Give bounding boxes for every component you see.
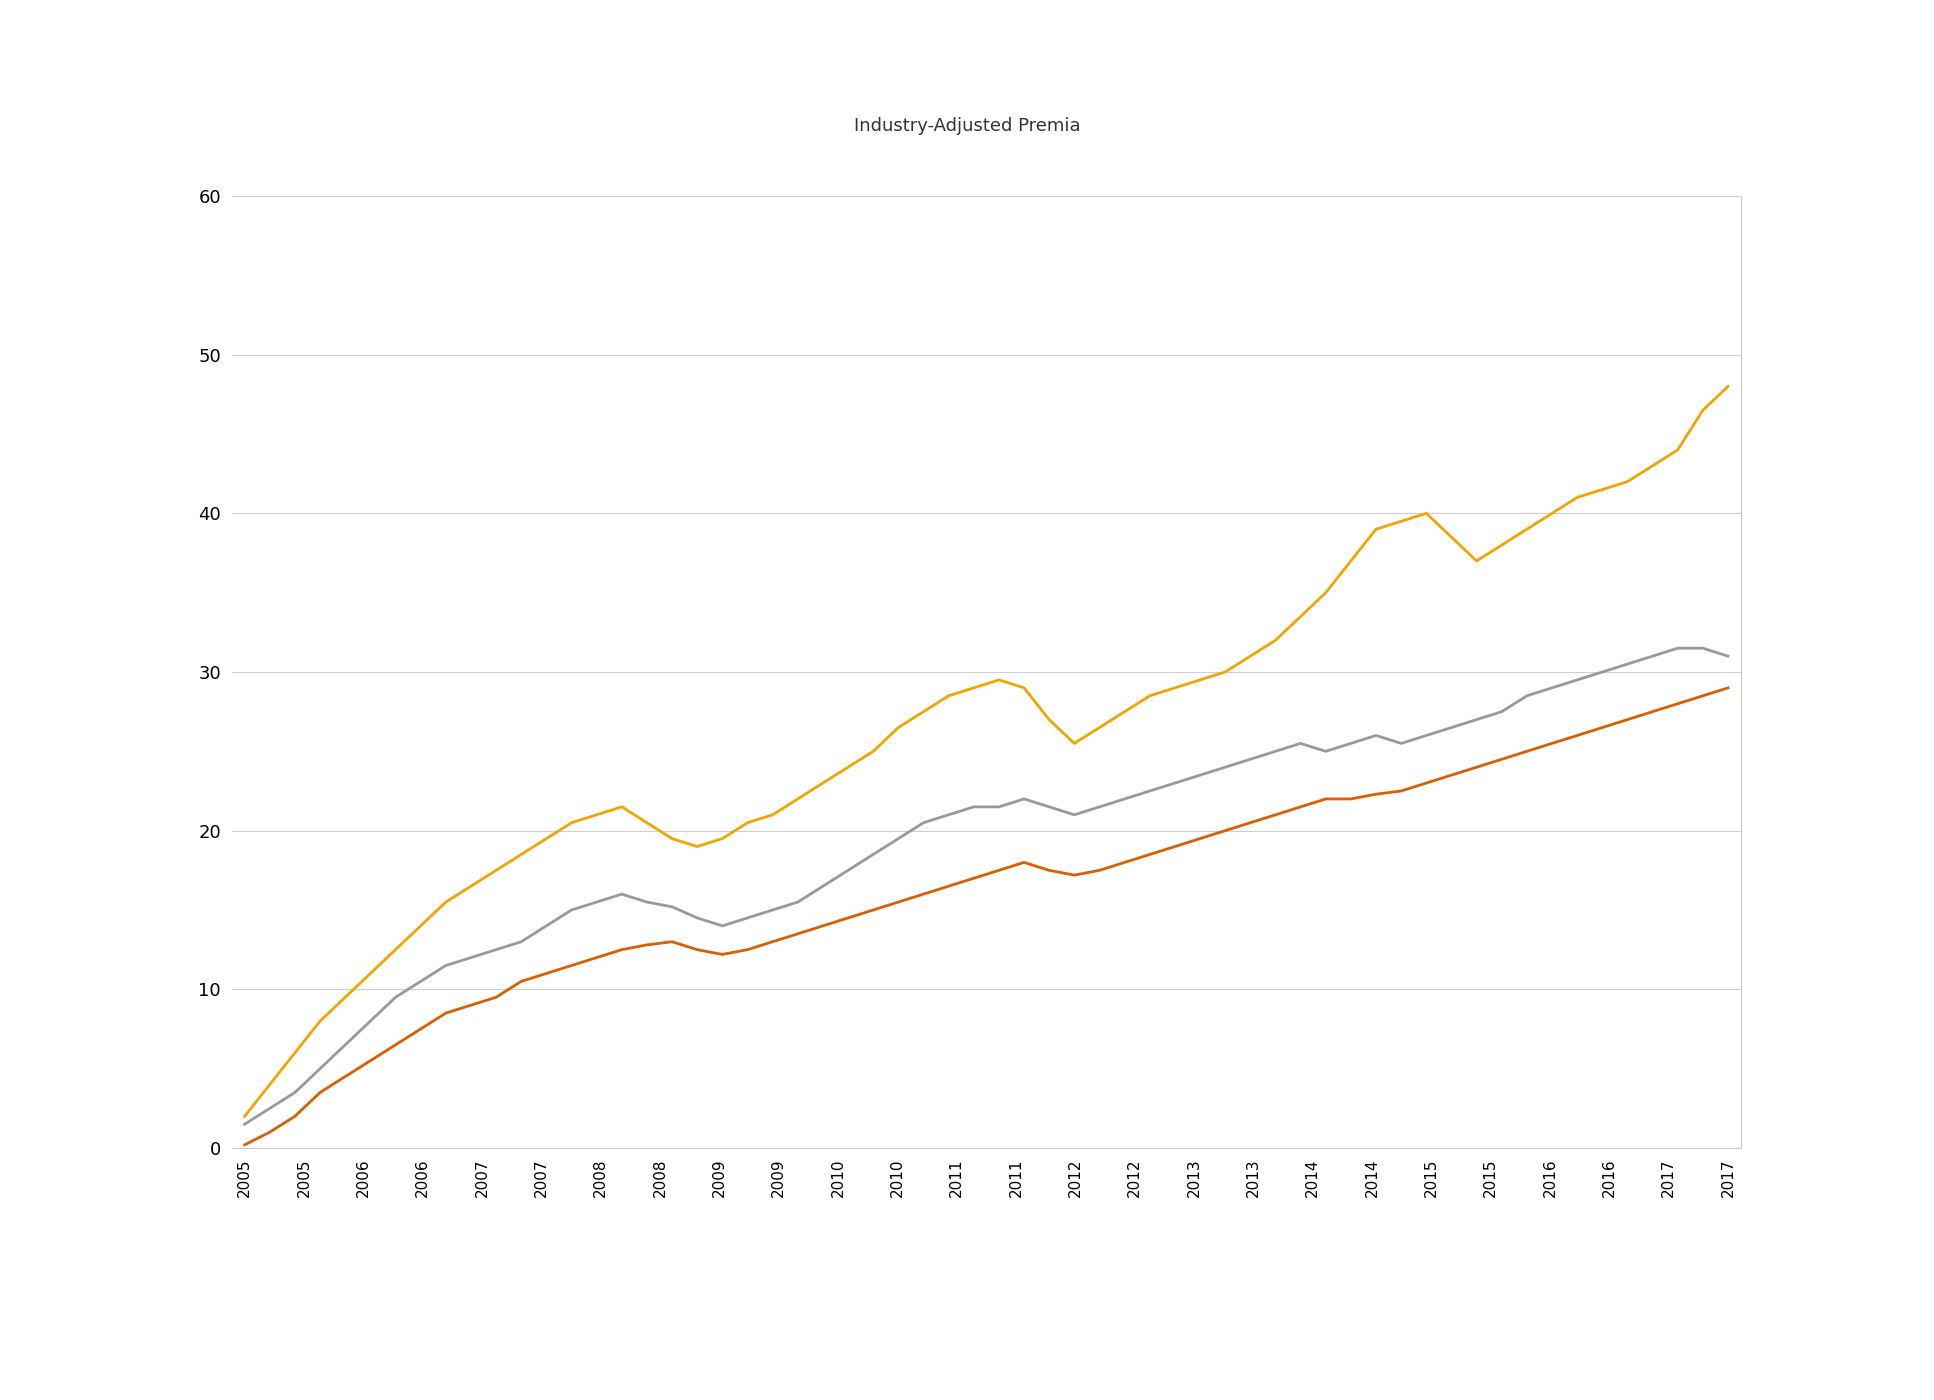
Scope 1 [611,941,634,958]
Scope 2 [661,899,685,916]
Scope 3 [661,830,685,847]
Scope 3 [712,830,735,847]
Scope 1 [1164,839,1187,855]
Scope 2 [712,917,735,934]
Scope 3 [232,1107,255,1124]
Line: Scope 1: Scope 1 [244,687,1729,1145]
Scope 1 [712,946,735,963]
Line: Scope 2: Scope 2 [244,648,1729,1124]
Scope 2 [232,1116,255,1133]
Scope 2 [484,941,507,958]
Scope 2 [611,886,634,903]
Scope 1 [484,988,507,1005]
Text: Industry-Adjusted Premia: Industry-Adjusted Premia [853,118,1081,134]
Scope 3 [611,798,634,815]
Scope 2 [735,910,758,927]
Scope 1 [735,941,758,958]
Scope 2 [1717,648,1741,665]
Scope 3 [735,815,758,832]
Scope 2 [1164,774,1187,791]
Line: Scope 3: Scope 3 [244,386,1729,1116]
Scope 3 [1164,679,1187,696]
Scope 3 [1717,378,1741,395]
Scope 3 [484,862,507,879]
Scope 1 [1717,679,1741,696]
Scope 1 [232,1137,255,1154]
Scope 2 [1667,640,1690,657]
Scope 1 [661,934,685,951]
